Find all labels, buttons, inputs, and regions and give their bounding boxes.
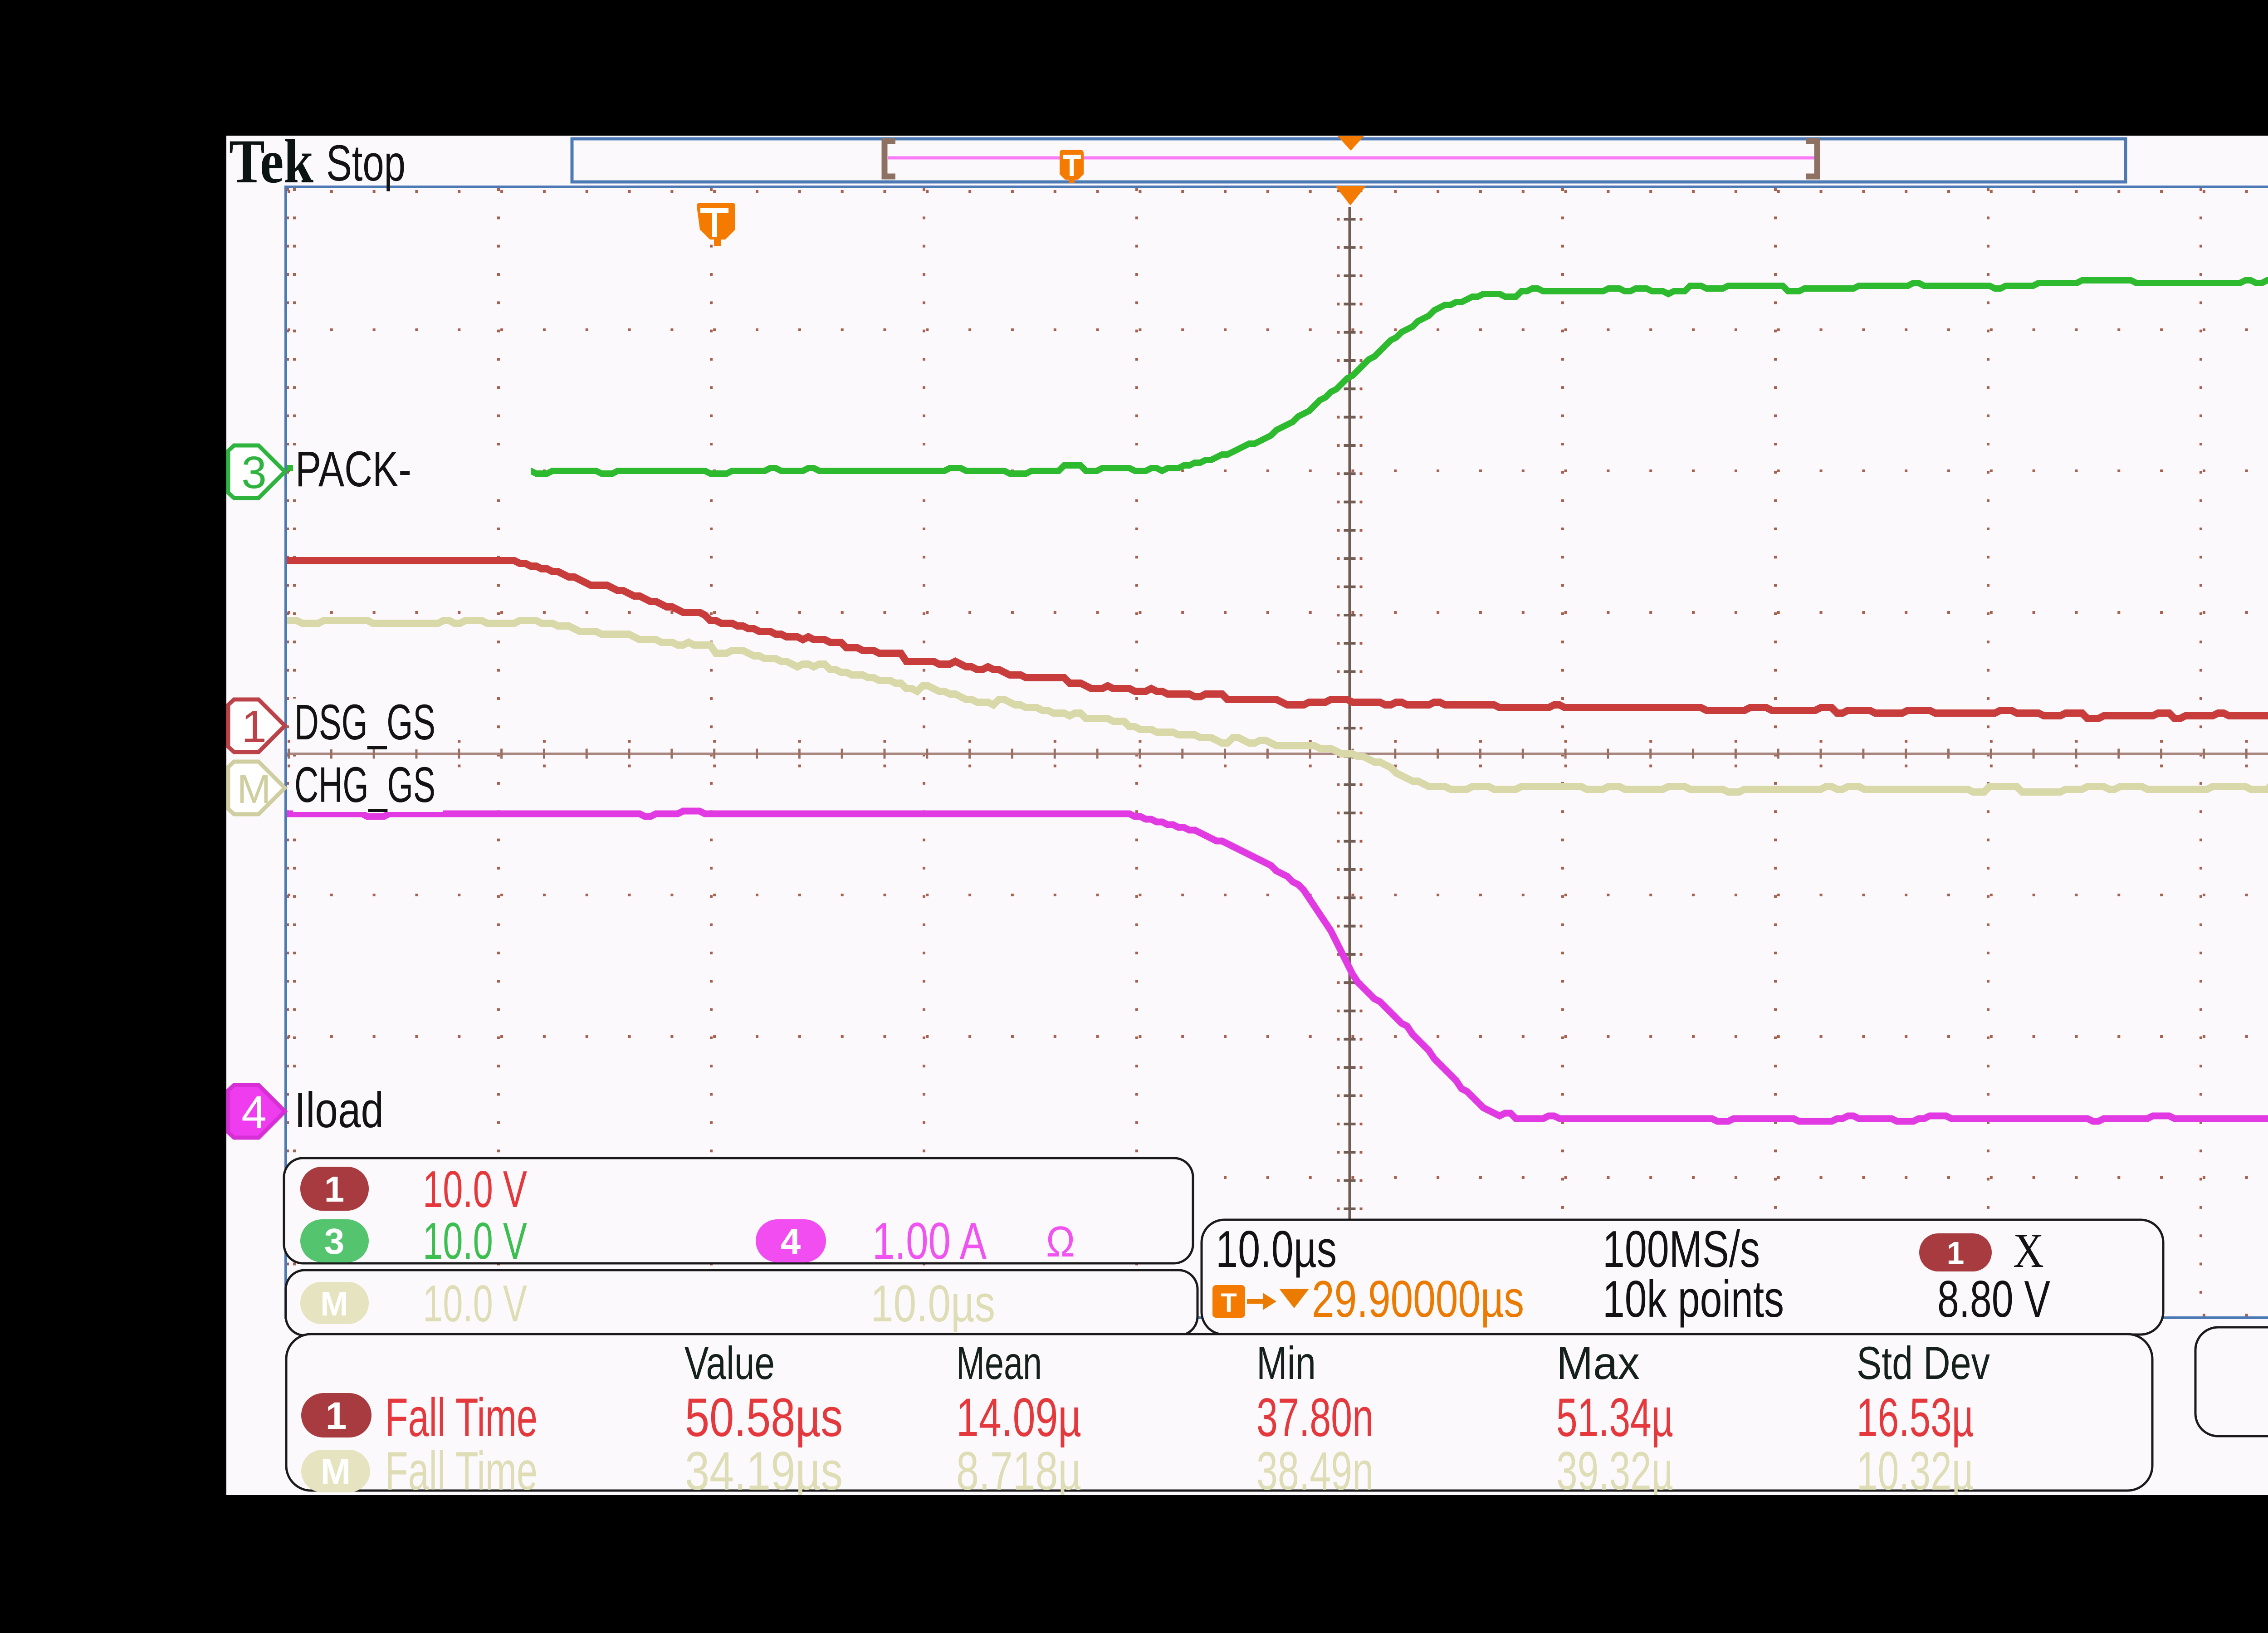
svg-text:1: 1	[326, 1394, 347, 1437]
svg-text:51.34µ: 51.34µ	[1556, 1387, 1673, 1448]
svg-text:Mean: Mean	[956, 1337, 1042, 1389]
svg-text:M: M	[321, 1452, 351, 1492]
svg-text:10.0 V: 10.0 V	[423, 1275, 527, 1333]
svg-text:8.718µ: 8.718µ	[956, 1441, 1081, 1501]
svg-text:1: 1	[1947, 1235, 1965, 1271]
svg-text:10.0µs: 10.0µs	[870, 1275, 995, 1333]
svg-text:Min: Min	[1256, 1337, 1316, 1389]
svg-text:10.0 V: 10.0 V	[423, 1213, 527, 1270]
svg-text:10k points: 10k points	[1603, 1271, 1784, 1328]
svg-text:Max: Max	[1556, 1337, 1640, 1389]
svg-text:4: 4	[241, 1087, 267, 1138]
svg-text:Std Dev: Std Dev	[1857, 1337, 1990, 1389]
svg-text:T: T	[1221, 1288, 1237, 1318]
svg-text:8.80 V: 8.80 V	[1937, 1271, 2050, 1328]
svg-text:M: M	[237, 767, 271, 812]
svg-text:Stop: Stop	[326, 135, 406, 191]
svg-text:38.49n: 38.49n	[1256, 1441, 1374, 1501]
svg-text:3: 3	[241, 447, 267, 498]
svg-text:10.0µs: 10.0µs	[1216, 1221, 1337, 1278]
svg-text:50.58µs: 50.58µs	[685, 1387, 843, 1448]
svg-text:X: X	[2013, 1224, 2044, 1278]
svg-text:Fall Time: Fall Time	[385, 1441, 538, 1501]
svg-text:14.09µ: 14.09µ	[956, 1387, 1081, 1448]
svg-text:29.90000µs: 29.90000µs	[1312, 1271, 1524, 1328]
svg-text:10.0 V: 10.0 V	[423, 1161, 527, 1218]
svg-text:16.53µ: 16.53µ	[1857, 1387, 1974, 1448]
svg-text:4: 4	[781, 1221, 801, 1261]
svg-text:1.00 A: 1.00 A	[872, 1213, 987, 1270]
svg-text:DSG_GS: DSG_GS	[294, 694, 435, 750]
svg-text:37.80n: 37.80n	[1256, 1387, 1374, 1448]
svg-text:3: 3	[324, 1221, 345, 1261]
svg-text:39.32µ: 39.32µ	[1556, 1441, 1673, 1501]
svg-text:10.32µ: 10.32µ	[1857, 1441, 1974, 1501]
svg-text:34.19µs: 34.19µs	[685, 1441, 843, 1501]
svg-text:Fall Time: Fall Time	[385, 1387, 538, 1448]
svg-text:Ω: Ω	[1046, 1217, 1075, 1266]
svg-text:1: 1	[324, 1169, 345, 1209]
svg-text:Iload: Iload	[294, 1082, 384, 1138]
svg-text:CHG_GS: CHG_GS	[294, 757, 435, 813]
svg-text:PACK-: PACK-	[295, 441, 411, 497]
svg-text:Value: Value	[684, 1337, 775, 1389]
svg-text:1: 1	[241, 701, 267, 752]
svg-text:100MS/s: 100MS/s	[1603, 1221, 1760, 1278]
svg-text:M: M	[320, 1285, 348, 1323]
svg-text:Tek: Tek	[229, 127, 313, 196]
